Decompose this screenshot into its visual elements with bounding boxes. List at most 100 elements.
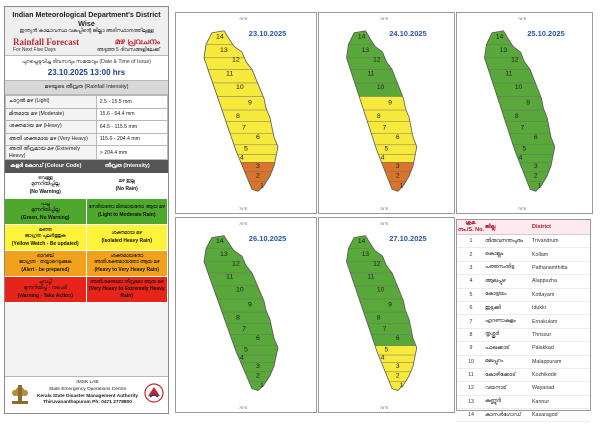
district-number-label: 7 — [521, 124, 525, 131]
district-area-4 — [204, 154, 278, 163]
district-area-8 — [204, 109, 278, 122]
colour-name-ml: ഓറഞ്ച് — [36, 253, 54, 259]
colour-warning-en: (No Warning) — [29, 188, 61, 195]
map-tick-label: 76°E — [380, 221, 389, 226]
district-no: 2 — [469, 251, 473, 258]
district-name-en: Kasaragod — [532, 412, 558, 419]
colour-code-swatch: മഞ്ഞ ജാഗ്രത പുലർത്തുക (Yellow Watch - Be u… — [5, 225, 87, 251]
district-area-8 — [346, 109, 417, 122]
footer: IMSK LAB State Emergency Operations Cent… — [5, 376, 168, 413]
footer-text: IMSK LAB State Emergency Operations Cent… — [33, 380, 142, 407]
district-area-1 — [346, 381, 417, 391]
intensity-en: (Light to Moderate Rain) — [98, 211, 156, 218]
district-no: 7 — [469, 318, 473, 325]
colour-code-swatch: പച്ച മുന്നറിയിപ്പില്ല (Green, No Warning) — [5, 199, 87, 225]
district-area-1 — [484, 181, 555, 192]
map-tick-label: 76°E — [518, 206, 527, 211]
district-name-ml: കൊല്ലം — [485, 251, 504, 258]
district-number-label: 8 — [377, 315, 381, 322]
colour-warning-en: (Alert - be prepared) — [21, 266, 70, 273]
district-number-label: 2 — [396, 173, 400, 180]
district-number-label: 3 — [256, 363, 260, 370]
forecast-title-ml: മഴ പ്രവചനം — [114, 37, 160, 46]
district-number-label: 12 — [232, 261, 240, 268]
colour-code-row: മഞ്ഞ ജാഗ്രത പുലർത്തുക (Yellow Watch - Be u… — [5, 225, 168, 251]
district-number-label: 5 — [385, 346, 389, 353]
district-row: 14 കാസർഗോഡ് Kasaragod — [457, 409, 590, 423]
colour-warning-ml: ജാഗ്രത പുലർത്തുക — [24, 234, 66, 240]
district-number-label: 4 — [381, 355, 385, 362]
district-number-label: 11 — [505, 70, 512, 77]
issue-datetime: 23.10.2025 13:00 hrs — [47, 68, 126, 77]
district-name-ml: വയനാട് — [485, 384, 507, 391]
district-number-label: 14 — [216, 34, 224, 41]
intensity-en: (Isolated Heavy Rain) — [101, 237, 153, 244]
district-area-9 — [346, 96, 417, 111]
district-number-label: 1 — [400, 382, 404, 389]
legend-header: Indian Meteorological Department's Distr… — [5, 7, 168, 56]
map-date: 25.10.2025 — [527, 29, 565, 38]
district-head-en: District — [532, 224, 551, 230]
intensity-row: ചാറ്റൽ മഴ (Light) 2.5 - 15.5 mm — [5, 95, 169, 109]
kerala-outline — [203, 30, 279, 192]
district-no: 4 — [469, 278, 473, 285]
colour-warning-ml: ജാഗ്രത - തയ്യാറെടുക്കുക — [19, 260, 72, 266]
district-table-header: ക്രമ. നം./S. No. ജില്ല District — [457, 220, 590, 235]
colour-code-intensity: നേരിയതോ മിതമായതോ ആയ മഴ (Light to Moderate… — [86, 199, 168, 225]
footer-line1: IMSK LAB — [76, 380, 99, 385]
district-area-10 — [204, 285, 278, 300]
district-row: 3 പത്തനംതിട്ട Pathanamthitta — [457, 262, 590, 276]
intensity-range: 2.5 - 15.5 mm — [95, 95, 169, 109]
district-no: 10 — [468, 358, 474, 365]
intensity-range: 115.6 - 204.4 mm — [95, 132, 169, 146]
kerala-outline — [346, 30, 418, 192]
district-no: 12 — [468, 385, 474, 392]
district-number-label: 11 — [367, 70, 374, 77]
colour-code-row: പച്ച മുന്നറിയിപ്പില്ല (Green, No Warning) ന… — [5, 199, 168, 225]
map-tick-label: 76°E — [239, 16, 248, 21]
colour-warning-ml: മുന്നറിയിപ്പ് - നടപടി — [23, 286, 67, 292]
district-area-2 — [346, 171, 417, 182]
issue-label: പുറപ്പെടുവിച്ച ദിവസവും സമയവും (Date & Ti… — [21, 59, 152, 65]
intensity-label: ശക്തമായ മഴ (Heavy) — [5, 120, 97, 134]
district-number-label: 9 — [526, 99, 530, 106]
days-en: For Next Five Days — [13, 47, 56, 53]
district-number-label: 6 — [534, 134, 538, 141]
district-number-label: 10 — [236, 287, 244, 294]
colour-warning-en: (Green, No Warning) — [21, 214, 70, 221]
district-area-13 — [204, 248, 278, 262]
intensity-en: (Heavy to Very Heavy Rain) — [94, 266, 159, 273]
district-area-1 — [346, 181, 417, 192]
ksdma-logo-icon — [144, 383, 164, 403]
district-row: 13 കണ്ണൂർ Kannur — [457, 396, 590, 410]
district-area-4 — [346, 354, 417, 363]
kerala-outline — [484, 30, 556, 192]
map-tick-label: 76°E — [380, 206, 389, 211]
map-tick-label: 76°E — [239, 405, 248, 410]
district-area-1 — [204, 181, 278, 192]
district-row: 9 പാലക്കാട് Palakkad — [457, 342, 590, 356]
colour-name-ml: ചുവപ്പ് — [38, 279, 52, 285]
district-head-ml: ജില്ല — [485, 223, 496, 230]
district-number-label: 4 — [519, 154, 523, 161]
district-row: 12 വയനാട് Wayanad — [457, 382, 590, 396]
district-number-label: 10 — [377, 84, 385, 91]
district-area-13 — [204, 44, 278, 59]
district-number-label: 5 — [385, 146, 389, 153]
intensity-ml: നേരിയതോ മിതമായതോ ആയ മഴ — [88, 205, 165, 210]
intensity-row: അതി ശക്തമായ മഴ (Very Heavy) 115.6 - 204.4… — [5, 132, 169, 146]
colour-code-intensity: ശക്തമായ മഴ (Isolated Heavy Rain) — [86, 225, 168, 251]
forecast-map-panel: 1 2 3 4 5 6 7 8 9 10 11 12 13 14 76°E 76°E 26.10.2025 — [175, 217, 317, 413]
district-number-label: 3 — [396, 163, 400, 170]
district-number-label: 3 — [256, 163, 260, 170]
kerala-outline — [203, 235, 279, 391]
map-tick-label: 76°E — [239, 206, 248, 211]
district-name-ml: ആലപ്പുഴ — [485, 277, 506, 284]
district-row: 7 എറണാകുളം Ernakulam — [457, 315, 590, 329]
district-row: 5 കോട്ടയം Kottayam — [457, 289, 590, 302]
district-no: 3 — [469, 264, 473, 271]
district-number-label: 2 — [256, 373, 260, 380]
map-tick-label: 76°E — [518, 16, 527, 21]
